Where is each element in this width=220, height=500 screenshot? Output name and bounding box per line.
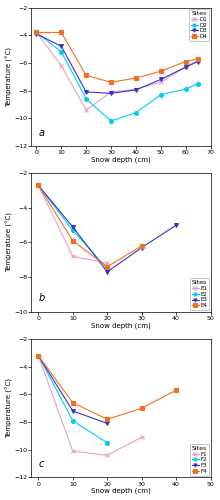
F1 <box>106 452 108 458</box>
D3 <box>135 87 137 93</box>
F4 <box>175 387 177 393</box>
Y-axis label: Temperature (°C): Temperature (°C) <box>6 212 13 272</box>
D3 <box>160 76 162 82</box>
F1 <box>140 434 143 440</box>
D3 <box>60 44 63 50</box>
Line: F4: F4 <box>36 354 178 421</box>
Text: c: c <box>39 459 44 469</box>
D4 <box>184 58 187 64</box>
E3 <box>140 244 143 250</box>
D2 <box>110 118 112 124</box>
E2 <box>72 228 74 234</box>
D1 <box>197 57 199 63</box>
D2 <box>184 86 187 92</box>
E4 <box>106 264 108 270</box>
D4 <box>85 72 88 78</box>
D4 <box>135 75 137 81</box>
F4 <box>106 416 108 422</box>
D4 <box>110 80 112 86</box>
D2 <box>160 92 162 98</box>
D3 <box>85 89 88 95</box>
D1 <box>35 30 38 36</box>
Legend: E1, E2, E3, E4: E1, E2, E3, E4 <box>190 278 209 310</box>
Legend: F1, F2, F3, F4: F1, F2, F3, F4 <box>190 444 209 476</box>
D3 <box>197 58 199 64</box>
D1 <box>160 80 162 86</box>
Y-axis label: Temperature (°C): Temperature (°C) <box>6 46 13 106</box>
Text: a: a <box>39 128 45 138</box>
D1 <box>60 62 63 68</box>
Line: D1: D1 <box>35 30 200 112</box>
E3 <box>175 222 177 228</box>
D4 <box>197 56 199 62</box>
X-axis label: Snow depth (cm): Snow depth (cm) <box>91 322 151 328</box>
E4 <box>72 238 74 244</box>
D1 <box>184 64 187 70</box>
E4 <box>140 243 143 249</box>
F3 <box>37 352 40 358</box>
Line: E2: E2 <box>36 184 109 270</box>
F3 <box>72 408 74 414</box>
D4 <box>160 68 162 74</box>
E1 <box>37 182 40 188</box>
Text: b: b <box>39 294 45 304</box>
F1 <box>72 448 74 454</box>
Line: D2: D2 <box>35 30 200 123</box>
Line: D3: D3 <box>35 32 200 96</box>
Line: F3: F3 <box>36 354 109 426</box>
F4 <box>72 400 74 406</box>
Line: D4: D4 <box>35 30 200 84</box>
D3 <box>110 90 112 96</box>
E2 <box>106 266 108 272</box>
Y-axis label: Temperature (°C): Temperature (°C) <box>6 378 13 438</box>
Line: E4: E4 <box>36 184 144 268</box>
D1 <box>135 86 137 92</box>
F4 <box>140 405 143 411</box>
D2 <box>85 96 88 102</box>
E3 <box>72 224 74 230</box>
E1 <box>72 254 74 260</box>
D1 <box>85 107 88 113</box>
D4 <box>35 30 38 36</box>
D1 <box>110 89 112 95</box>
D3 <box>35 31 38 37</box>
F3 <box>106 420 108 426</box>
Line: F1: F1 <box>36 354 144 457</box>
X-axis label: Snow depth (cm): Snow depth (cm) <box>91 488 151 494</box>
F2 <box>37 352 40 358</box>
F4 <box>37 352 40 358</box>
F2 <box>106 440 108 446</box>
D2 <box>135 110 137 116</box>
Line: F2: F2 <box>36 354 109 444</box>
D2 <box>35 30 38 36</box>
D4 <box>60 30 63 36</box>
E3 <box>37 182 40 188</box>
Legend: D1, D2, D3, D4: D1, D2, D3, D4 <box>189 9 209 41</box>
D2 <box>197 80 199 86</box>
E2 <box>37 182 40 188</box>
F2 <box>72 418 74 424</box>
E4 <box>37 182 40 188</box>
Line: E3: E3 <box>36 184 178 274</box>
E3 <box>106 269 108 275</box>
Line: E1: E1 <box>36 184 109 265</box>
X-axis label: Snow depth (cm): Snow depth (cm) <box>91 156 151 163</box>
D2 <box>60 49 63 55</box>
D3 <box>184 64 187 70</box>
E1 <box>106 260 108 266</box>
F1 <box>37 352 40 358</box>
